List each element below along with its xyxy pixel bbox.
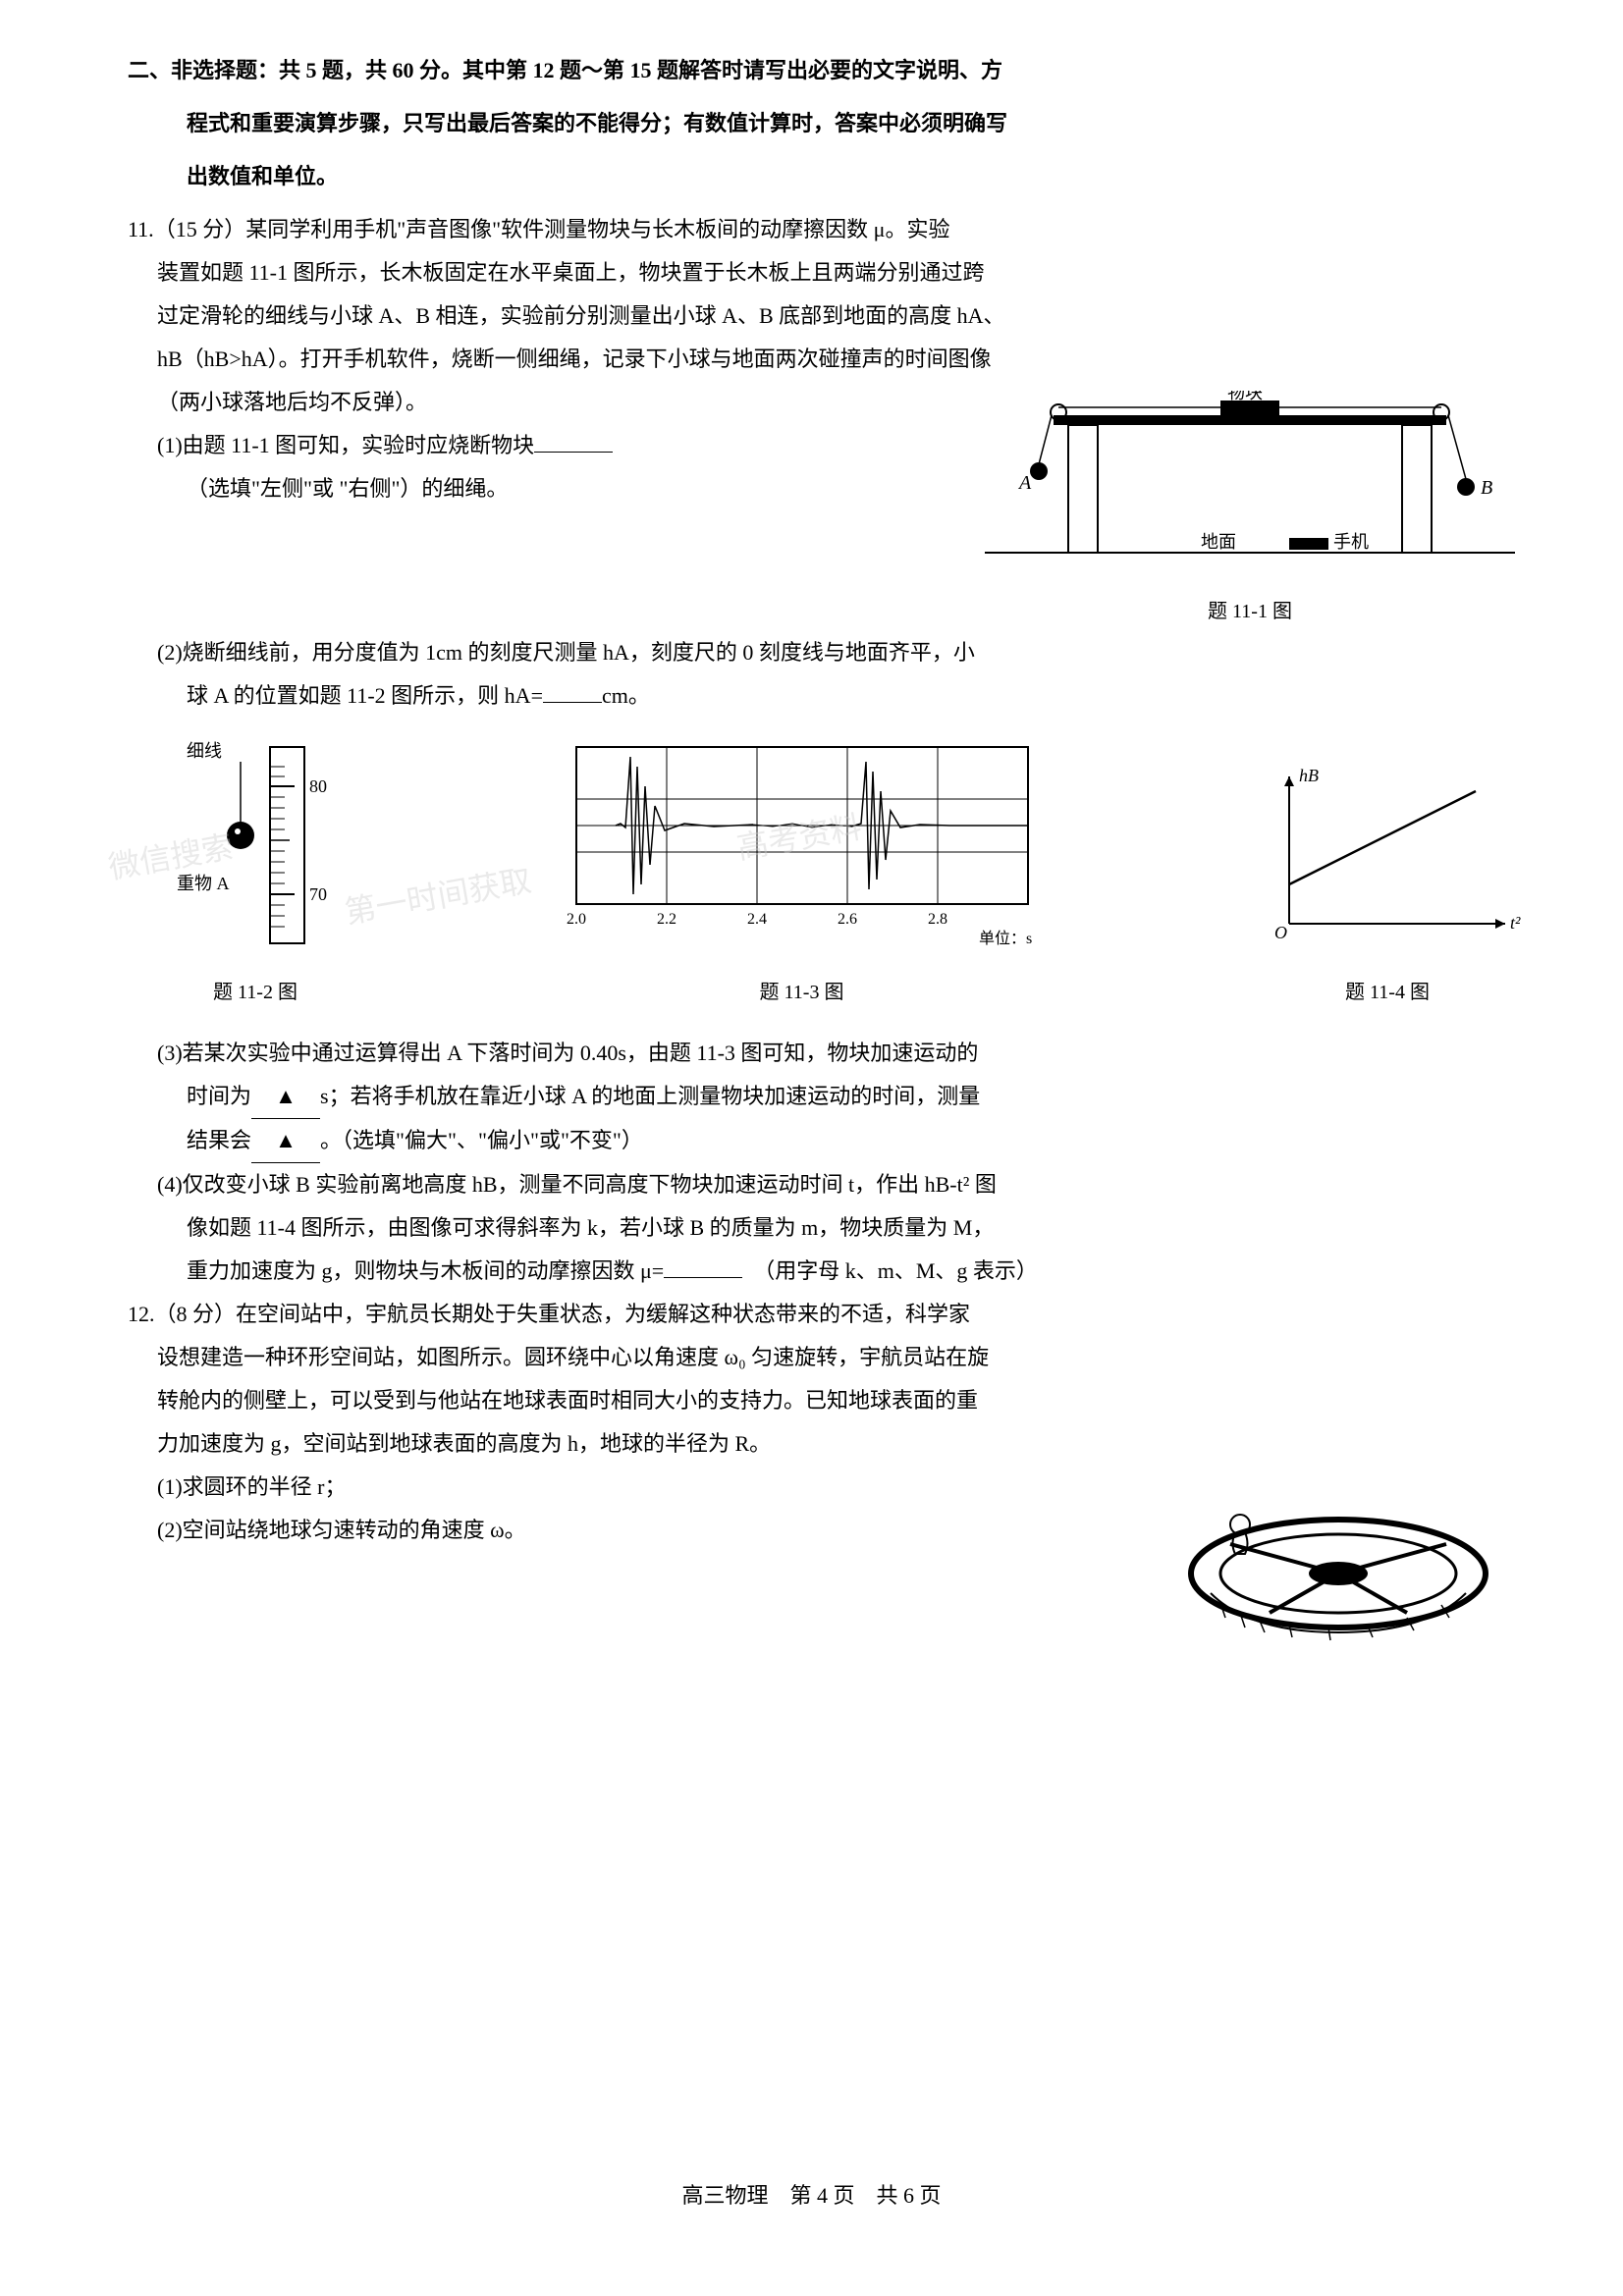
fig1-label-a: A	[1017, 472, 1032, 494]
fig2-tick-80: 80	[309, 776, 327, 796]
figure-row: 微信搜索 第一时间获取 高考资料 细线 重物 A 80 70	[98, 737, 1525, 1012]
fig1-block-label: 物块	[1227, 391, 1263, 402]
q12-number: 12.	[128, 1302, 155, 1326]
question-12: 12.（8 分）在空间站中，宇航员长期处于失重状态，为缓解这种状态带来的不适，科…	[98, 1293, 1525, 1686]
q11-part3-l2a: 时间为	[187, 1084, 251, 1108]
q11-part4-l3a: 重力加速度为 g，则物块与木板间的动摩擦因数 μ=	[187, 1258, 664, 1283]
section-header-line2: 程式和重要演算步骤，只写出最后答案的不能得分；有数值计算时，答案中必须明确写	[187, 111, 1007, 135]
figure-11-2: 细线 重物 A 80 70	[157, 737, 353, 1012]
q11-part1-l2: （选填"左侧"或 "右侧"）的细绳。	[187, 476, 508, 501]
q11-part2-l2: 球 A 的位置如题 11-2 图所示，则 hA=	[187, 683, 543, 708]
fig1-label-b: B	[1481, 477, 1492, 499]
fig3-tick-0: 2.0	[567, 911, 586, 928]
q12-part1: (1)求圆环的半径 r；	[157, 1474, 346, 1499]
q11-part4-l1: (4)仅改变小球 B 实验前离地高度 hB，测量不同高度下物块加速运动时间 t，…	[157, 1172, 997, 1197]
fig3-unit-label: 单位：s	[979, 930, 1032, 947]
q11-part3-l1: (3)若某次实验中通过运算得出 A 下落时间为 0.40s，由题 11-3 图可…	[157, 1041, 978, 1065]
fig4-y-label: hB	[1299, 766, 1319, 785]
question-11: 11.（15 分）某同学利用手机"声音图像"软件测量物块与长木板间的动摩擦因数 …	[98, 208, 1525, 1293]
q11-number: 11.	[128, 217, 154, 241]
fig3-tick-2: 2.4	[747, 911, 767, 928]
q11-intro-l3: 过定滑轮的细线与小球 A、B 相连，实验前分别测量出小球 A、B 底部到地面的高…	[157, 303, 1005, 328]
q12-intro-l2: 设想建造一种环形空间站，如图所示。圆环绕中心以角速度 ω₀ 匀速旋转，宇航员站在…	[157, 1345, 989, 1369]
fig4-origin: O	[1274, 923, 1287, 942]
q11-part4-l2: 像如题 11-4 图所示，由图像可求得斜率为 k，若小球 B 的质量为 m，物块…	[187, 1215, 994, 1240]
figure-11-3: 2.0 2.2 2.4 2.6 2.8 单位：s 题 11-3 图	[557, 737, 1048, 1012]
section-header: 二、非选择题：共 5 题，共 60 分。其中第 12 题～第 15 题解答时请写…	[98, 49, 1525, 92]
q11-part4-l3b: （用字母 k、m、M、g 表示）	[764, 1258, 1038, 1283]
fig2-tick-70: 70	[309, 884, 327, 904]
q11-part3-l3b: 。（选填"偏大"、"偏小"或"不变"）	[320, 1128, 643, 1152]
footer-text: 高三物理 第 4 页 共 6 页	[681, 2183, 941, 2208]
section-header-line1: 二、非选择题：共 5 题，共 60 分。其中第 12 题～第 15 题解答时请写…	[128, 58, 1002, 82]
q11-part3-blank1: ▲	[251, 1075, 320, 1119]
fig1-ground-label: 地面	[1201, 532, 1236, 552]
q11-part3-l2b: s；若将手机放在靠近小球 A 的地面上测量物块加速运动的时间，测量	[320, 1084, 980, 1108]
fig2-line-label: 细线	[187, 741, 222, 761]
q11-part3-l3a: 结果会	[187, 1128, 251, 1152]
figure-11-4: hB t² O 题 11-4 图	[1250, 757, 1525, 1012]
watermark-2: 第一时间获取	[340, 849, 536, 943]
section-header-cont2: 出数值和单位。	[98, 155, 1525, 198]
fig3-tick-3: 2.6	[838, 911, 857, 928]
page-footer: 高三物理 第 4 页 共 6 页	[0, 2174, 1623, 2217]
q11-intro-l2: 装置如题 11-1 图所示，长木板固定在水平桌面上，物块置于长木板上且两端分别通…	[157, 260, 985, 285]
q11-part2-unit: cm。	[602, 683, 650, 708]
q12-intro-l4: 力加速度为 g，空间站到地球表面的高度为 h，地球的半径为 R。	[157, 1431, 771, 1456]
q12-intro-l1: 在空间站中，宇航员长期处于失重状态，为缓解这种状态带来的不适，科学家	[236, 1302, 970, 1326]
fig3-tick-1: 2.2	[657, 911, 676, 928]
q12-part2: (2)空间站绕地球匀速转动的角速度 ω。	[157, 1518, 526, 1542]
section-header-cont: 程式和重要演算步骤，只写出最后答案的不能得分；有数值计算时，答案中必须明确写	[98, 102, 1525, 145]
fig1-phone-label: 手机	[1333, 532, 1369, 552]
q11-part3-blank2: ▲	[251, 1119, 320, 1163]
fig2-weight-label: 重物 A	[177, 874, 230, 893]
q11-intro-l1: 某同学利用手机"声音图像"软件测量物块与长木板间的动摩擦因数 μ。实验	[245, 217, 949, 241]
fig-11-3-caption: 题 11-3 图	[557, 973, 1048, 1012]
figure-space-station	[1152, 1475, 1525, 1686]
fig-11-2-caption: 题 11-2 图	[157, 973, 353, 1012]
q12-points: （8 分）	[155, 1302, 237, 1326]
figure-11-1: 物块 A B 地面 手机 题 11-1 图	[975, 391, 1525, 631]
q11-intro-l5: （两小球落地后均不反弹）。	[157, 390, 427, 414]
fig4-x-label: t²	[1510, 913, 1521, 933]
section-header-line3: 出数值和单位。	[187, 164, 338, 188]
q12-intro-l3: 转舱内的侧壁上，可以受到与他站在地球表面时相同大小的支持力。已知地球表面的重	[157, 1388, 978, 1413]
q11-intro-l4: hB（hB>hA）。打开手机软件，烧断一侧细绳，记录下小球与地面两次碰撞声的时间…	[157, 347, 992, 371]
q11-part1-blank	[534, 431, 613, 453]
fig-11-4-caption: 题 11-4 图	[1250, 973, 1525, 1012]
fig3-tick-4: 2.8	[928, 911, 947, 928]
q11-points: （15 分）	[154, 217, 246, 241]
q11-part4-blank	[664, 1256, 742, 1278]
fig-11-1-caption: 题 11-1 图	[975, 592, 1525, 631]
q11-part1-l1: (1)由题 11-1 图可知，实验时应烧断物块	[157, 433, 534, 457]
q11-part2-l1: (2)烧断细线前，用分度值为 1cm 的刻度尺测量 hA，刻度尺的 0 刻度线与…	[157, 640, 975, 665]
q11-part2-blank	[543, 681, 602, 703]
